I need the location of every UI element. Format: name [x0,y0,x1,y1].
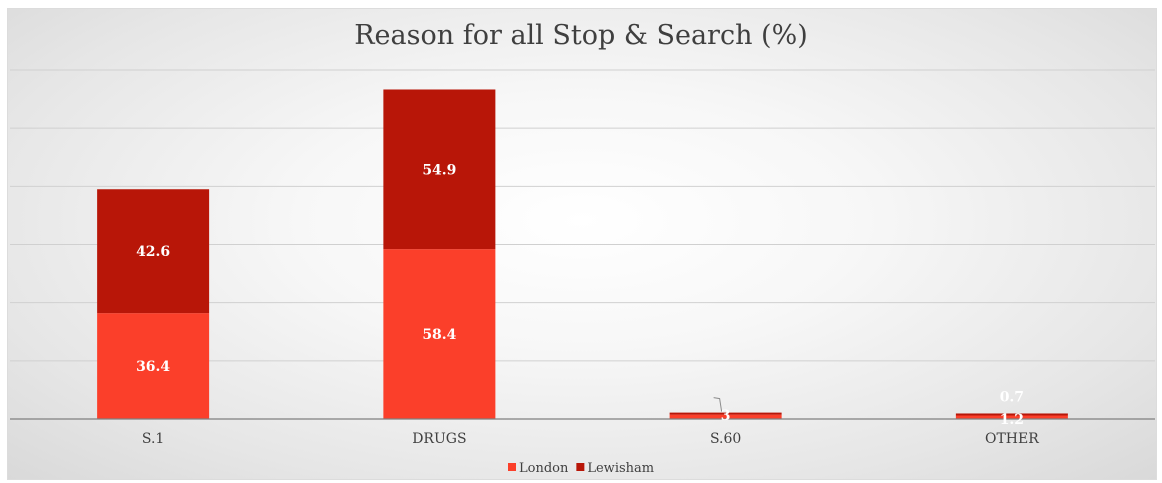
legend-swatch [508,463,516,471]
bar-lewisham-s60 [669,412,782,415]
data-label: 36.4 [136,359,170,375]
bar-lewisham-drugs [383,89,496,250]
leader-line [713,397,723,412]
bars [97,89,1068,419]
data-label: 1.2 [1000,412,1024,428]
x-tick-label: DRUGS [412,431,466,447]
x-tick-labels: S.1 DRUGS S.60 OTHER [142,431,1039,447]
bar-london-s1 [97,313,210,419]
chart-title: Reason for all Stop & Search (%) [354,20,808,51]
x-tick-label: S.1 [142,431,164,447]
bar-london-other [955,415,1068,419]
x-tick-label: S.60 [710,431,741,447]
bar-lewisham-s1 [97,189,210,314]
legend: London Lewisham [508,461,654,476]
legend-swatch [576,463,585,471]
data-label: 42.6 [136,244,170,260]
data-label: 3 [721,408,731,424]
bar-london-drugs [383,249,496,419]
data-label: 0.7 [1000,389,1024,405]
bar-lewisham-other [955,413,1068,416]
data-labels: 36.4 42.6 58.4 54.9 3 1.2 0.7 [136,162,1024,428]
data-label: 54.9 [422,162,456,178]
legend-entry: Lewisham [587,461,654,476]
bar-london-s60 [669,414,782,419]
x-tick-label: OTHER [985,431,1039,447]
data-label: 58.4 [422,327,456,343]
legend-entry: London [519,461,569,476]
